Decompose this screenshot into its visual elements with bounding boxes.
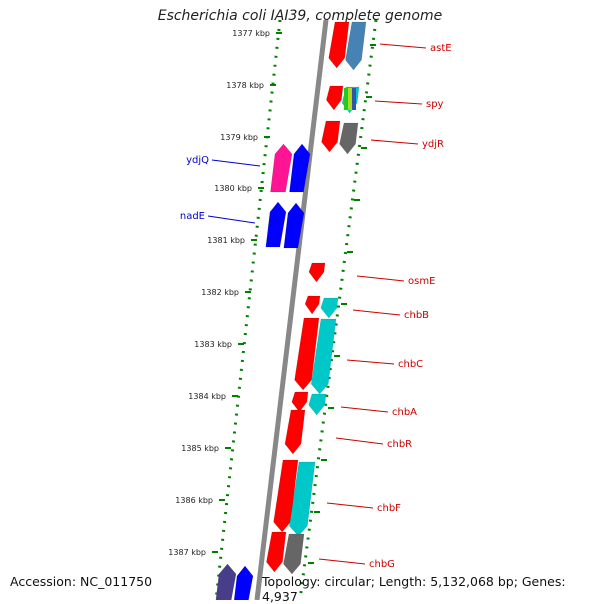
gene-ydjR-reverse: [339, 122, 359, 155]
gene-label[interactable]: ydjQ: [186, 155, 209, 166]
gene-chbC-forward: [294, 317, 320, 391]
gene-spy-stripe: [348, 88, 352, 110]
gene-label-leader: [207, 215, 256, 224]
gene-spy-forward: [326, 85, 344, 111]
gene-astE-reverse: [345, 21, 367, 71]
gene-ydjQ: [270, 143, 293, 193]
gene-label[interactable]: chbR: [387, 439, 412, 450]
kbp-tick-label: 1379 kbp: [220, 133, 258, 142]
gene-label-leader: [335, 437, 384, 445]
inner-ruler-line: [214, 19, 282, 600]
gene-label-leader: [211, 159, 261, 167]
kbp-tick-label: 1384 kbp: [188, 392, 226, 401]
gene-chbG-reverse: [283, 533, 305, 575]
gene-spy-stripe: [344, 88, 348, 110]
kbp-tick-label: 1381 kbp: [207, 236, 245, 245]
gene-osmE: [308, 262, 326, 283]
gene-label[interactable]: nadE: [180, 211, 205, 222]
genome-backbone: [254, 19, 329, 600]
gene-astE-forward: [328, 21, 350, 69]
gene-label[interactable]: chbF: [377, 503, 401, 514]
kbp-tick-label: 1386 kbp: [175, 496, 213, 505]
gene-label[interactable]: spy: [426, 99, 444, 110]
gene-chbA-reverse: [308, 393, 327, 416]
gene-ydjQ-paired: [289, 143, 311, 193]
gene-label-leader: [340, 406, 389, 413]
gene-chbF-forward: [273, 459, 299, 533]
kbp-tick-label: 1380 kbp: [214, 184, 252, 193]
kbp-tick-label: 1387 kbp: [168, 548, 206, 557]
gene-chbG-forward: [266, 531, 287, 573]
gene-label-leader: [379, 43, 427, 49]
gene-bottom-left-1: [215, 563, 237, 600]
gene-chbB-forward: [304, 295, 321, 315]
gene-spy-stripe: [352, 88, 356, 110]
gene-label[interactable]: chbG: [369, 559, 395, 570]
gene-ydjR-forward: [321, 120, 341, 153]
outer-ruler-line: [298, 19, 378, 600]
kbp-tick-label: 1383 kbp: [194, 340, 232, 349]
gene-label-leader: [346, 359, 395, 365]
gene-label-leader: [356, 275, 405, 282]
gene-label[interactable]: chbA: [392, 407, 417, 418]
gene-chbB-reverse: [320, 297, 339, 319]
accession-text: Accession: NC_011750: [10, 574, 153, 589]
diagram-title: Escherichia coli IAI39, complete genome: [157, 8, 443, 24]
gene-label[interactable]: chbC: [398, 359, 423, 370]
gene-chbF-reverse: [289, 461, 316, 537]
gene-bottom-left-2: [233, 565, 254, 600]
gene-label[interactable]: astE: [430, 43, 452, 54]
gene-label-leader: [352, 309, 401, 316]
gene-nadE-paired: [283, 202, 305, 249]
gene-label-leader: [370, 139, 419, 145]
gene-label[interactable]: chbB: [404, 310, 429, 321]
gene-label-leader: [326, 502, 374, 509]
kbp-tick-label: 1378 kbp: [226, 81, 264, 90]
gene-label-leader: [374, 100, 423, 105]
gene-chbA-forward: [291, 391, 309, 413]
gene-nadE: [265, 201, 287, 248]
gene-label[interactable]: ydjR: [422, 139, 444, 150]
kbp-tick-label: 1385 kbp: [181, 444, 219, 453]
kbp-tick-label: 1382 kbp: [201, 288, 239, 297]
gene-label[interactable]: osmE: [408, 276, 435, 287]
gene-label-leader: [318, 558, 366, 565]
gene-chbR: [284, 409, 306, 455]
kbp-tick-label: 1377 kbp: [232, 29, 270, 38]
gene-chbC-reverse: [310, 318, 337, 395]
